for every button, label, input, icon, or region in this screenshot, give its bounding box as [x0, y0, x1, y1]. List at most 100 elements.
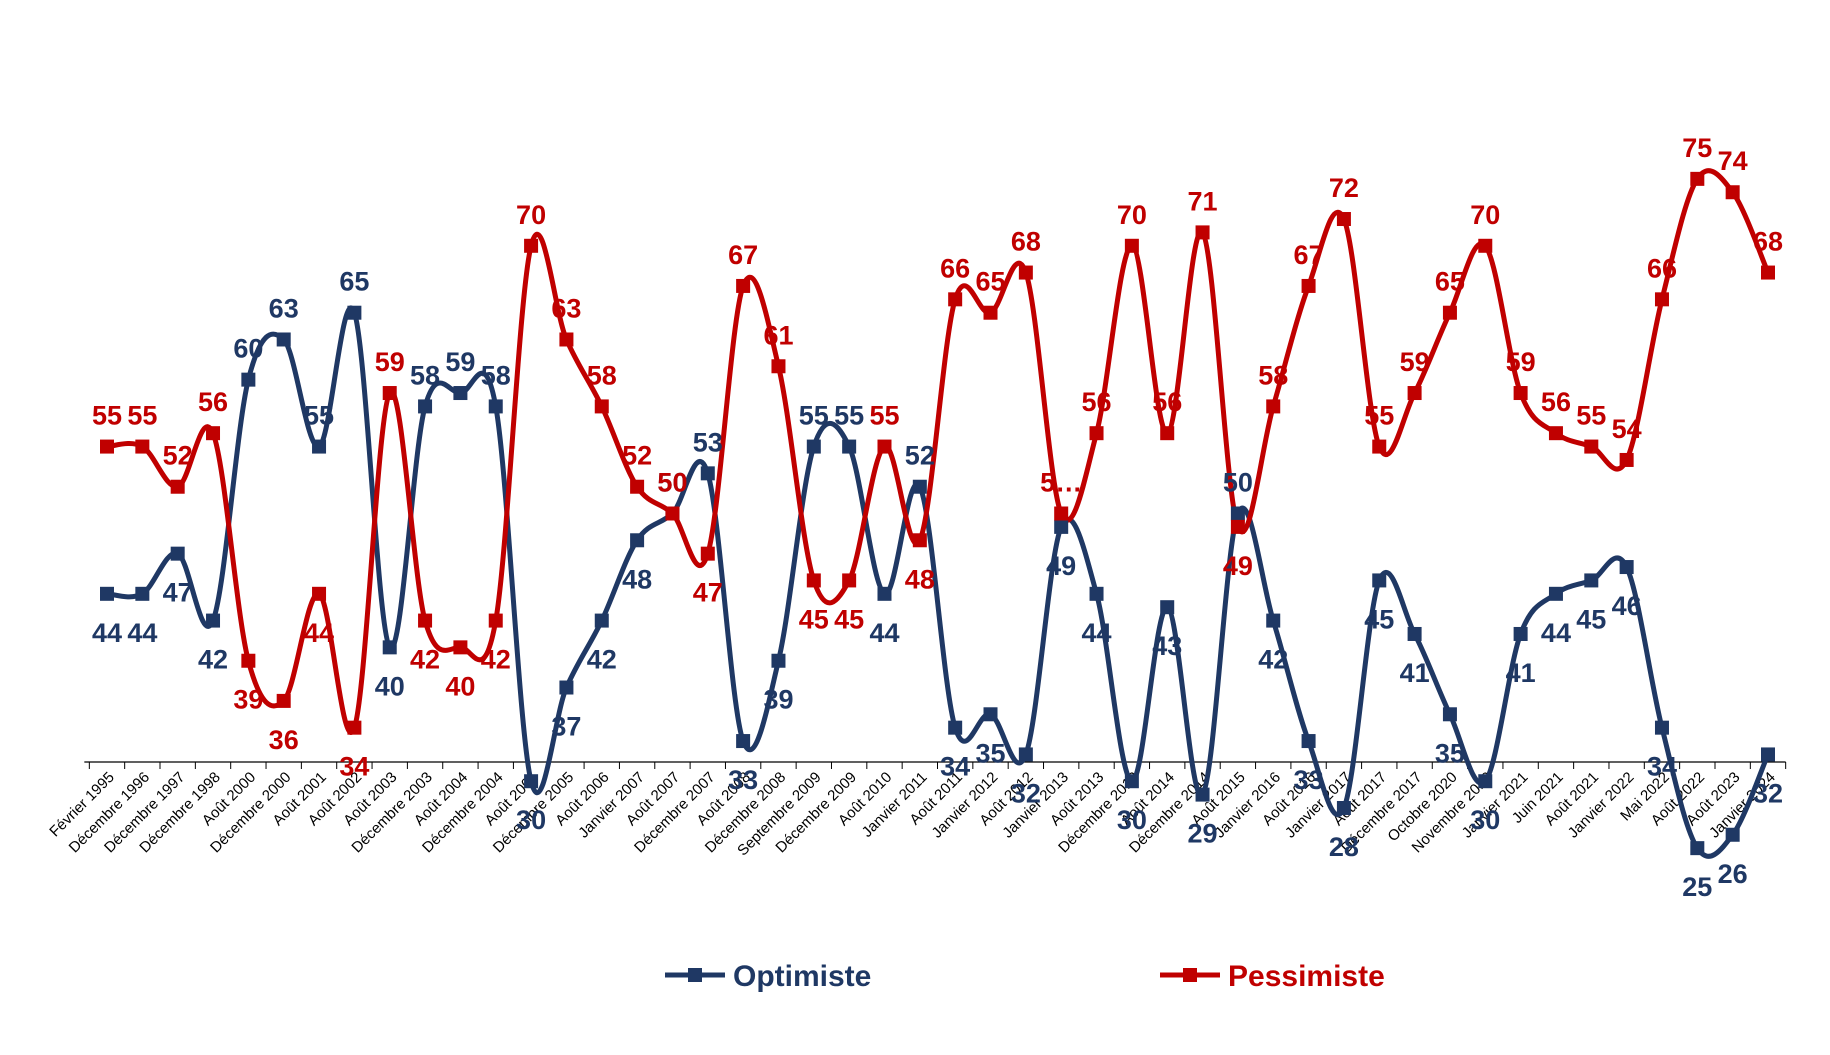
data-label-optimiste: 32 — [1753, 778, 1783, 808]
point-pessimiste — [1442, 305, 1457, 320]
point-optimiste — [842, 439, 857, 454]
point-pessimiste — [382, 386, 397, 401]
data-label-optimiste: 39 — [763, 685, 793, 715]
legend-label-optimiste: Optimiste — [733, 960, 871, 993]
point-pessimiste — [983, 305, 998, 320]
data-label-pessimiste: 34 — [339, 752, 369, 782]
data-label-optimiste: 50 — [657, 468, 687, 498]
point-optimiste — [1372, 573, 1387, 588]
point-pessimiste — [1230, 519, 1245, 534]
data-label-pessimiste: 59 — [1506, 347, 1536, 377]
point-pessimiste — [1124, 238, 1139, 253]
point-optimiste — [1160, 600, 1175, 615]
data-label-pessimiste: 45 — [799, 604, 829, 634]
data-label-optimiste: 45 — [1364, 604, 1394, 634]
point-optimiste — [1513, 626, 1528, 641]
point-optimiste — [1407, 626, 1422, 641]
data-label-pessimiste: 61 — [763, 320, 793, 350]
point-optimiste — [347, 305, 362, 320]
data-label-optimiste: 42 — [1258, 645, 1288, 675]
point-optimiste — [630, 533, 645, 548]
data-label-pessimiste: 55 — [1364, 401, 1394, 431]
data-label-pessimiste: 70 — [516, 200, 546, 230]
data-label-pessimiste: 75 — [1682, 133, 1712, 163]
point-pessimiste — [1372, 439, 1387, 454]
data-label-pessimiste: 67 — [1294, 240, 1324, 270]
point-optimiste — [135, 586, 150, 601]
data-label-pessimiste: 74 — [1718, 146, 1748, 176]
point-pessimiste — [170, 479, 185, 494]
data-label-optimiste: 59 — [445, 347, 475, 377]
point-optimiste — [1230, 506, 1245, 521]
point-pessimiste — [1018, 265, 1033, 280]
point-optimiste — [100, 586, 114, 601]
point-optimiste — [382, 640, 397, 655]
data-label-pessimiste: 58 — [587, 360, 617, 390]
point-pessimiste — [1584, 439, 1599, 454]
point-pessimiste — [276, 693, 291, 708]
point-optimiste — [1761, 747, 1775, 762]
point-optimiste — [1478, 774, 1493, 789]
data-label-pessimiste: 55 — [127, 401, 157, 431]
data-label-pessimiste: 66 — [1647, 253, 1677, 283]
data-label-optimiste: 43 — [1152, 631, 1182, 661]
data-label-pessimiste: 59 — [1400, 347, 1430, 377]
data-label-pessimiste: 68 — [1753, 227, 1783, 257]
point-pessimiste — [453, 640, 468, 655]
point-optimiste — [594, 613, 609, 628]
data-label-optimiste: 35 — [975, 738, 1005, 768]
data-label-pessimiste: 55 — [92, 401, 122, 431]
data-label-pessimiste: 56 — [1082, 387, 1112, 417]
point-optimiste — [1089, 586, 1104, 601]
point-optimiste — [170, 546, 185, 561]
point-pessimiste — [1089, 426, 1104, 441]
point-optimiste — [276, 332, 291, 347]
data-label-optimiste: 47 — [163, 578, 193, 608]
data-label-pessimiste: 70 — [1117, 200, 1147, 230]
point-optimiste — [1195, 787, 1210, 802]
point-optimiste — [700, 466, 715, 481]
point-pessimiste — [524, 238, 539, 253]
point-pessimiste — [806, 573, 821, 588]
data-label-optimiste: 55 — [799, 401, 829, 431]
data-label-pessimiste: 55 — [869, 401, 899, 431]
point-optimiste — [418, 399, 433, 414]
point-pessimiste — [630, 479, 645, 494]
data-label-pessimiste: 52 — [622, 441, 652, 471]
data-label-optimiste: 44 — [127, 618, 157, 648]
point-optimiste — [1301, 734, 1316, 749]
data-label-pessimiste: 56 — [1152, 387, 1182, 417]
data-label-pessimiste: 68 — [1011, 227, 1041, 257]
data-label-optimiste: 52 — [905, 441, 935, 471]
point-pessimiste — [1478, 238, 1493, 253]
data-label-optimiste: 26 — [1718, 859, 1748, 889]
point-pessimiste — [1195, 225, 1210, 240]
data-label-pessimiste: 56 — [198, 387, 228, 417]
point-pessimiste — [1160, 426, 1175, 441]
point-pessimiste — [771, 359, 786, 374]
legend-label-pessimiste: Pessimiste — [1228, 960, 1385, 993]
data-label-optimiste: 49 — [1046, 551, 1076, 581]
data-label-pessimiste: 44 — [304, 618, 334, 648]
point-optimiste — [1124, 774, 1139, 789]
point-optimiste — [1442, 707, 1457, 722]
point-pessimiste — [1266, 399, 1281, 414]
point-optimiste — [983, 707, 998, 722]
data-label-pessimiste: 36 — [269, 725, 299, 755]
point-pessimiste — [559, 332, 574, 347]
point-optimiste — [1336, 800, 1351, 815]
data-label-pessimiste: 66 — [940, 253, 970, 283]
data-label-optimiste: 37 — [551, 712, 581, 742]
data-label-pessimiste: 56 — [1541, 387, 1571, 417]
data-label-optimiste: 33 — [728, 765, 758, 795]
data-label-optimiste: 35 — [1435, 738, 1465, 768]
point-optimiste — [1619, 560, 1634, 575]
point-pessimiste — [912, 533, 927, 548]
point-pessimiste — [347, 720, 362, 735]
point-pessimiste — [1301, 278, 1316, 293]
data-label-optimiste: 55 — [834, 401, 864, 431]
data-label-pessimiste: 48 — [905, 564, 935, 594]
point-optimiste — [559, 680, 574, 695]
